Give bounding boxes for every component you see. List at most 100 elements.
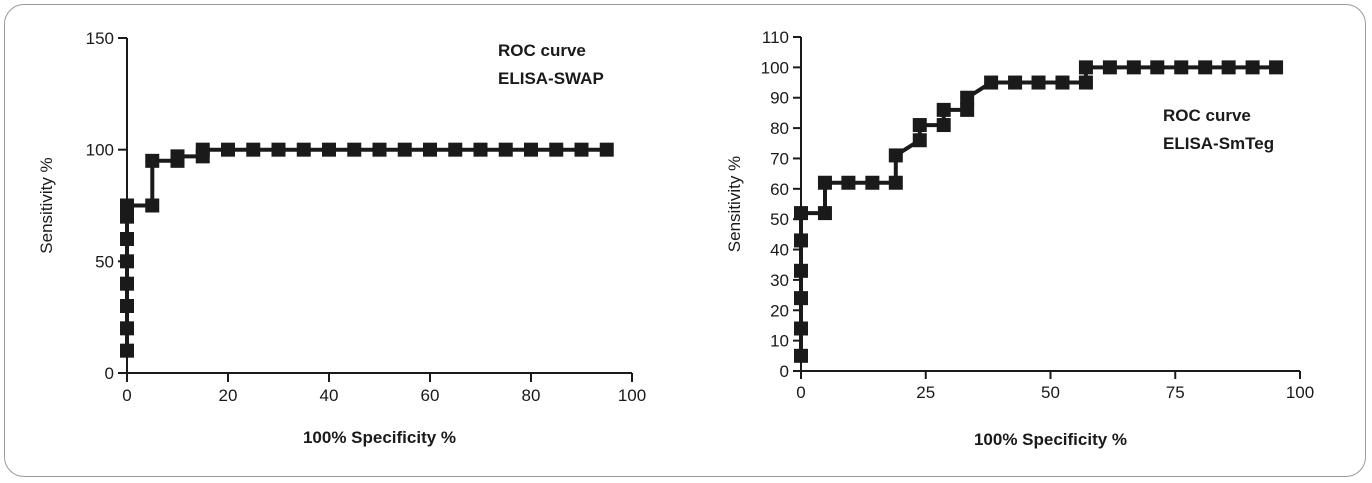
x-axis-title: 100% Specificity % [303,428,456,447]
y-tick-label: 50 [770,210,789,229]
data-point [794,233,808,248]
data-point [145,198,160,213]
y-tick-label: 10 [770,332,789,351]
data-point [599,142,614,157]
y-tick-label: 20 [770,301,789,320]
data-point [195,142,210,157]
data-point [817,206,832,221]
y-tick-label: 70 [770,149,789,168]
data-point [473,142,488,157]
data-point [246,142,261,157]
y-tick-label: 0 [105,364,114,383]
data-point [1102,60,1117,75]
data-point [347,142,362,157]
data-point [1078,60,1093,75]
data-point [120,254,134,269]
x-tick-label: 50 [1041,383,1060,402]
x-tick-label: 75 [1166,383,1185,402]
y-tick-label: 60 [770,180,789,199]
chart-roc-elisa-smteg: 0 10 20 30 40 50 60 70 80 90 100 110 0 25 50 75 100 100% … [725,28,1314,449]
data-point [120,198,134,213]
figure-panel [4,4,1366,477]
data-point [1269,60,1284,75]
data-point [912,133,927,148]
y-tick-label: 110 [762,28,789,47]
data-point [1245,60,1260,75]
x-tick-label: 80 [522,386,541,405]
data-point [794,321,808,336]
data-point [120,276,134,291]
data-point [221,142,235,157]
data-point [1126,60,1141,75]
chart-annotation: ELISA-SWAP [498,69,604,88]
x-tick-label: 60 [421,386,440,405]
data-point [1008,75,1023,90]
y-tick-label: 40 [770,241,789,260]
y-tick-label: 50 [95,252,114,271]
data-point [794,348,808,363]
data-point [960,90,975,105]
x-axis-title: 100% Specificity % [974,430,1127,449]
data-point [936,118,951,133]
y-axis-title: Sensitivity % [37,157,56,253]
data-point [498,142,513,157]
y-tick-label: 100 [761,58,789,77]
data-point [372,142,387,157]
data-point [960,102,975,117]
data-point [1078,75,1093,90]
y-tick-label: 100 [86,141,114,160]
y-tick-label: 150 [86,29,114,48]
series-line [125,147,607,351]
data-point [794,206,808,221]
data-point [888,148,903,163]
data-point [120,232,134,246]
data-point [296,142,311,157]
data-point [120,299,134,313]
x-tick-label: 40 [320,386,339,405]
data-point [574,142,589,157]
data-point [841,175,856,190]
data-point [794,263,808,278]
y-tick-label: 30 [770,271,789,290]
data-point [817,175,832,190]
chart-annotation: ROC curve [1163,106,1251,125]
data-point [888,175,903,190]
data-point [322,142,336,157]
data-point [423,142,437,157]
data-point [120,343,134,358]
data-point [984,75,999,90]
chart-annotation: ROC curve [498,41,586,60]
x-tick-label: 100 [1286,383,1314,402]
x-tick-label: 0 [122,386,131,405]
x-tick-label: 20 [219,386,238,405]
data-point [448,142,463,157]
data-point [794,291,808,306]
data-point [1221,60,1236,75]
data-point [271,142,286,157]
x-tick-label: 0 [796,383,805,402]
data-point [1055,75,1070,90]
y-tick-label: 90 [770,89,789,108]
data-point [1198,60,1213,75]
data-point [549,142,564,157]
data-point [1031,75,1046,90]
x-tick-label: 100 [618,386,646,405]
data-point [1150,60,1165,75]
y-axis-title: Sensitivity % [725,156,744,252]
x-tick-label: 25 [916,383,935,402]
chart-roc-elisa-swap: 0 50 100 150 0 20 40 60 80 100 100% Specificity % S… [37,29,646,447]
data-point [120,321,134,336]
data-point [397,142,412,157]
data-point [912,118,927,133]
data-point [1174,60,1189,75]
y-tick-label: 0 [780,362,789,381]
y-tick-label: 80 [770,119,789,138]
data-point [936,102,951,117]
chart-annotation: ELISA-SmTeg [1163,134,1274,153]
data-point [865,175,880,190]
data-point [145,153,160,168]
data-point [120,209,134,224]
data-point [170,149,185,164]
data-point [524,142,538,157]
